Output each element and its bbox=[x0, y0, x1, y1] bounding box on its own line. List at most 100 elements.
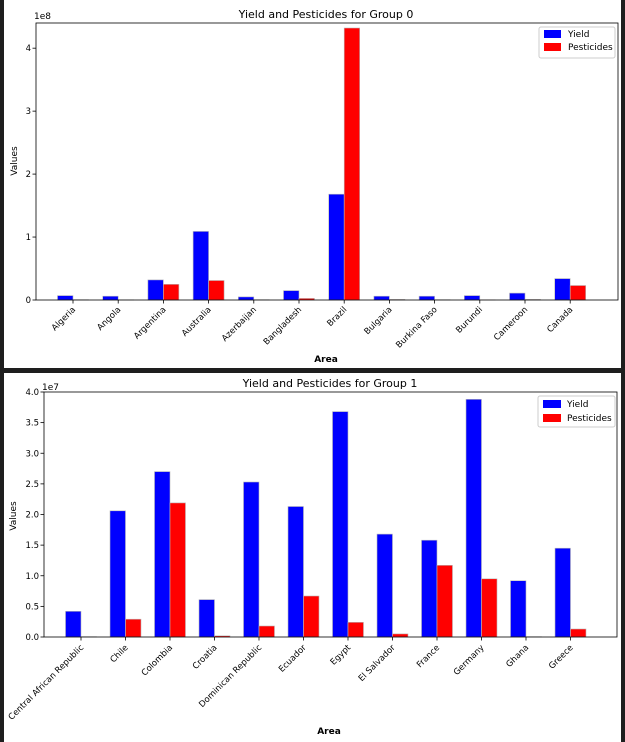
ticks: Algeria Angola Argentina Australia Azerbaija… bbox=[26, 44, 576, 350]
bar-yield-germany bbox=[465, 398, 482, 638]
x-tick-label-algeria: Algeria bbox=[50, 305, 78, 333]
y-tick-label: 3.0 bbox=[25, 449, 39, 459]
legend-swatch-yield bbox=[544, 30, 561, 38]
bar-yield-bangladesh bbox=[283, 290, 300, 301]
y-tick-label: 1.5 bbox=[25, 541, 39, 551]
y-tick-label: 4 bbox=[26, 44, 31, 54]
y-axis-exponent: 1e8 bbox=[34, 12, 51, 22]
y-tick-label: 3.5 bbox=[25, 419, 39, 429]
legend: Yield Pesticides bbox=[537, 395, 616, 428]
bar-pesticides-greece bbox=[570, 628, 587, 638]
y-tick-label: 3 bbox=[26, 107, 31, 117]
plot-frame bbox=[35, 22, 619, 301]
x-axis-label: Area bbox=[317, 727, 341, 737]
chart-panel-group-1: Yield and Pesticides for Group 1 1e7 Val… bbox=[4, 373, 621, 742]
bar-pesticides-france bbox=[436, 565, 453, 638]
bar-yield-cameroon bbox=[509, 292, 526, 301]
x-tick-label-burkina-faso: Burkina Faso bbox=[394, 305, 439, 350]
bar-yield-dominican-republic bbox=[243, 481, 260, 638]
chart-group-1: Yield and Pesticides for Group 1 1e7 Val… bbox=[7, 377, 618, 737]
y-tick-label: 2.0 bbox=[25, 511, 39, 521]
x-tick-label-australia: Australia bbox=[180, 305, 214, 339]
y-tick-label: 0.5 bbox=[25, 602, 39, 612]
bar-pesticides-chile bbox=[125, 618, 142, 638]
y-tick-label: 0 bbox=[26, 296, 31, 306]
x-tick-label-colombia: Colombia bbox=[140, 643, 175, 678]
bar-yield-brazil bbox=[328, 193, 345, 301]
x-axis-label: Area bbox=[314, 355, 338, 365]
bar-yield-el-salvador bbox=[376, 533, 393, 638]
bar-yield-croatia bbox=[198, 599, 215, 638]
y-axis-label: Values bbox=[9, 501, 19, 531]
y-tick-label: 1.0 bbox=[25, 572, 39, 582]
bar-yield-france bbox=[421, 539, 438, 638]
bar-pesticides-brazil bbox=[343, 27, 361, 301]
bar-yield-bulgaria bbox=[373, 295, 390, 301]
x-tick-label-bulgaria: Bulgaria bbox=[363, 305, 395, 337]
chart-title: Yield and Pesticides for Group 1 bbox=[242, 377, 418, 390]
bar-pesticides-germany bbox=[481, 578, 498, 638]
x-tick-label-bangladesh: Bangladesh bbox=[262, 305, 304, 347]
bar-pesticides-colombia bbox=[169, 502, 186, 638]
x-tick-label-greece: Greece bbox=[547, 643, 575, 671]
chart-group-0: Yield and Pesticides for Group 0 1e8 Val… bbox=[10, 8, 619, 365]
x-tick-label-germany: Germany bbox=[452, 643, 487, 678]
legend-label-pesticides: Pesticides bbox=[567, 414, 612, 424]
bar-yield-burkina-faso bbox=[418, 295, 435, 301]
y-axis-exponent: 1e7 bbox=[42, 383, 59, 393]
bar-yield-central-african-republic bbox=[65, 611, 82, 638]
bar-yield-colombia bbox=[154, 471, 171, 638]
y-axis-label: Values bbox=[10, 146, 20, 176]
bar-yield-azerbaijan bbox=[238, 296, 255, 301]
bar-pesticides-egypt bbox=[347, 622, 364, 638]
bar-yield-greece bbox=[554, 547, 571, 638]
bar-yield-chile bbox=[109, 510, 126, 638]
bar-pesticides-argentina bbox=[163, 283, 180, 301]
bar-yield-egypt bbox=[332, 411, 349, 638]
x-tick-label-ghana: Ghana bbox=[504, 643, 531, 670]
legend-label-yield: Yield bbox=[567, 30, 589, 40]
x-tick-label-cameroon: Cameroon bbox=[492, 305, 530, 343]
x-tick-label-argentina: Argentina bbox=[132, 305, 168, 341]
bars bbox=[57, 27, 587, 301]
bar-pesticides-ecuador bbox=[303, 595, 320, 638]
legend: Yield Pesticides bbox=[538, 26, 616, 59]
bar-pesticides-australia bbox=[208, 280, 225, 301]
chart-panel-group-0: Yield and Pesticides for Group 0 1e8 Val… bbox=[4, 0, 621, 368]
bar-pesticides-canada bbox=[569, 285, 587, 301]
bar-yield-ecuador bbox=[287, 506, 304, 638]
bar-yield-argentina bbox=[147, 279, 164, 301]
legend-swatch-pesticides bbox=[544, 43, 561, 51]
bar-yield-canada bbox=[554, 278, 571, 301]
y-tick-label: 2.5 bbox=[25, 480, 39, 490]
bars bbox=[65, 398, 587, 638]
bar-yield-australia bbox=[192, 231, 209, 301]
y-tick-label: 1 bbox=[26, 233, 31, 243]
x-tick-label-canada: Canada bbox=[545, 305, 575, 335]
bar-pesticides-el-salvador bbox=[392, 633, 409, 638]
bar-pesticides-dominican-republic bbox=[258, 625, 275, 638]
x-tick-label-angola: Angola bbox=[95, 305, 123, 333]
legend-swatch-pesticides bbox=[543, 414, 561, 422]
x-tick-label-azerbaijan: Azerbaijan bbox=[220, 305, 259, 344]
x-tick-label-brazil: Brazil bbox=[325, 305, 349, 329]
legend-label-yield: Yield bbox=[566, 400, 588, 410]
x-tick-label-el-salvador: El Salvador bbox=[357, 643, 398, 684]
y-tick-label: 2 bbox=[26, 170, 31, 180]
plot-frame bbox=[43, 391, 618, 638]
bar-yield-angola bbox=[102, 295, 119, 301]
x-tick-label-ecuador: Ecuador bbox=[277, 643, 309, 675]
bar-yield-algeria bbox=[57, 295, 74, 301]
y-tick-label: 4.0 bbox=[25, 388, 39, 398]
bar-yield-ghana bbox=[510, 580, 527, 638]
y-tick-label: 0.0 bbox=[25, 633, 39, 643]
x-tick-label-france: France bbox=[415, 643, 442, 670]
x-tick-label-chile: Chile bbox=[109, 643, 131, 665]
bar-yield-burundi bbox=[463, 295, 481, 301]
chart-title: Yield and Pesticides for Group 0 bbox=[238, 8, 414, 21]
x-tick-label-central-african-republic: Central African Republic bbox=[7, 643, 87, 723]
x-tick-label-egypt: Egypt bbox=[329, 643, 354, 668]
legend-label-pesticides: Pesticides bbox=[568, 43, 613, 53]
x-tick-label-croatia: Croatia bbox=[191, 643, 220, 672]
legend-swatch-yield bbox=[543, 400, 561, 408]
